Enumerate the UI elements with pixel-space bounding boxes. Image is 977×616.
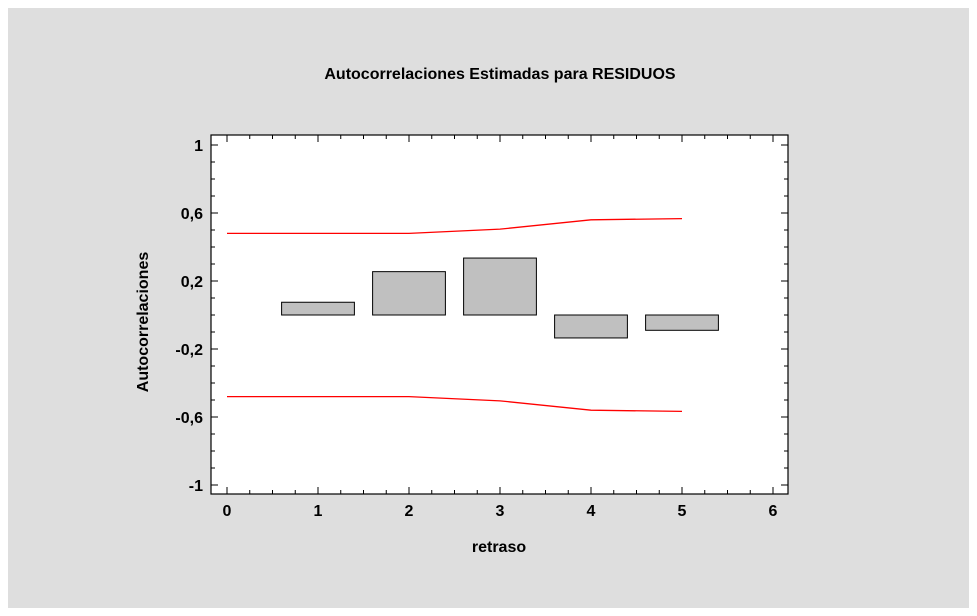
y-tick-label: 0,2: [181, 274, 203, 291]
y-tick-label: -0,6: [175, 410, 203, 427]
x-axis-label: retraso: [472, 539, 526, 556]
x-tick-label: 0: [223, 503, 232, 520]
acf-bar: [372, 271, 446, 316]
acf-bar: [463, 257, 537, 316]
acf-bar: [281, 301, 355, 316]
y-tick-label: -1: [189, 478, 203, 495]
acf-chart: Autocorrelaciones Estimadas para RESIDUO…: [135, 66, 789, 556]
chart-title: Autocorrelaciones Estimadas para RESIDUO…: [324, 66, 676, 83]
acf-bar: [554, 314, 628, 339]
y-axis-label: Autocorrelaciones: [135, 252, 152, 393]
x-tick-label: 2: [405, 503, 414, 520]
x-tick-label: 6: [769, 503, 778, 520]
plot-area: -1 -0,6 -0,2 0,2 0,6 1 0 1 2 3 4 5 6: [175, 134, 789, 520]
y-tick-label: 1: [194, 138, 203, 155]
lower-limit-line: [227, 395, 683, 413]
acf-bar: [645, 314, 719, 331]
x-tick-label: 4: [587, 503, 596, 520]
x-tick-label: 5: [678, 503, 687, 520]
upper-limit-line: [227, 217, 683, 235]
chart-background: Autocorrelaciones Estimadas para RESIDUO…: [8, 8, 969, 608]
x-tick-label: 1: [314, 503, 323, 520]
y-tick-label: -0,2: [175, 342, 203, 359]
x-tick-label: 3: [496, 503, 505, 520]
y-tick-label: 0,6: [181, 206, 203, 223]
